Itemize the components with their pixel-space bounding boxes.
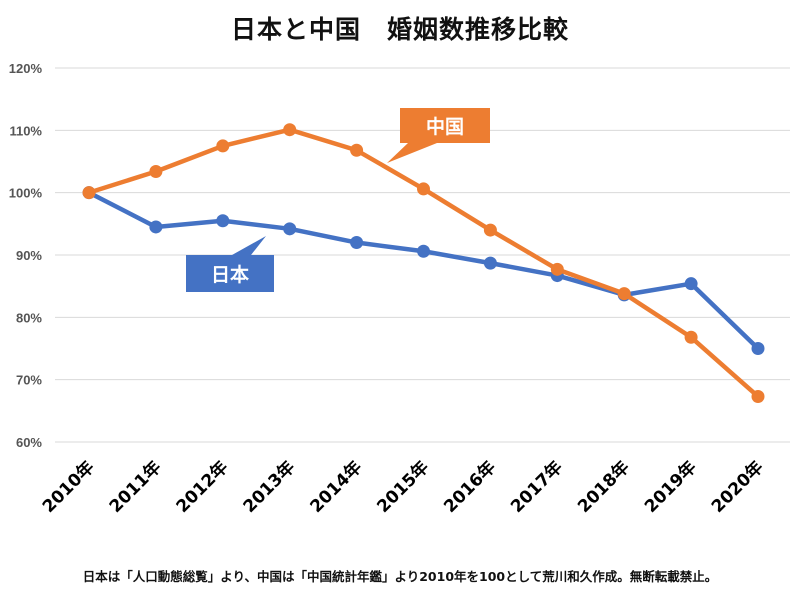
callout-china-label: 中国 (426, 115, 464, 138)
y-tick-label: 60% (16, 435, 42, 450)
x-tick-label: 2013年 (239, 457, 299, 517)
data-point (82, 186, 96, 200)
series-japan (82, 186, 765, 355)
x-tick-label: 2017年 (506, 457, 566, 517)
y-tick-label: 110% (9, 123, 42, 138)
data-point (216, 214, 230, 228)
x-tick-label: 2020年 (707, 457, 767, 517)
y-tick-label: 80% (16, 310, 42, 325)
data-point (216, 139, 230, 153)
data-point (483, 223, 497, 237)
data-point (350, 236, 364, 250)
x-tick-label: 2014年 (306, 457, 366, 517)
x-tick-label: 2016年 (440, 457, 500, 517)
data-point (417, 244, 430, 258)
data-point (684, 277, 698, 291)
y-tick-label: 90% (16, 248, 42, 263)
x-tick-label: 2012年 (172, 457, 232, 517)
x-tick-label: 2019年 (640, 457, 700, 517)
data-point (283, 222, 297, 236)
callout-japan-box (186, 236, 274, 292)
x-tick-label: 2015年 (373, 457, 433, 517)
data-point (283, 123, 297, 137)
data-point (350, 143, 364, 157)
chart-title: 日本と中国 婚姻数推移比較 (230, 15, 569, 44)
x-tick-label: 2011年 (105, 457, 165, 517)
y-tick-label: 120% (9, 61, 43, 76)
callouts: 日本 中国 (186, 108, 490, 292)
y-tick-label: 70% (16, 373, 42, 388)
series-china (82, 123, 765, 403)
callout-japan-label: 日本 (211, 263, 249, 286)
x-axis-ticks: 2010年 2011年 2012年 2013年 2014年 2015年 2016年 2017年… (38, 457, 767, 517)
callout-china: 中国 (387, 108, 490, 163)
data-point (149, 164, 163, 178)
source-footnote: 日本は「人口動態総覧」より、中国は「中国統計年鑑」より2010年を100として荒… (82, 569, 718, 584)
data-point (617, 287, 631, 301)
y-axis-ticks: 60% 70% 80% 90% 100% 110% 120% (9, 61, 43, 450)
data-point (684, 330, 698, 344)
data-point (149, 220, 163, 234)
x-tick-label: 2010年 (38, 457, 98, 517)
data-point (751, 342, 765, 355)
y-tick-label: 100% (9, 186, 43, 201)
callout-china-box (387, 108, 490, 163)
x-tick-label: 2018年 (573, 457, 633, 517)
series-lines (82, 123, 765, 403)
data-point (417, 182, 430, 196)
data-point (550, 262, 564, 276)
data-point (751, 389, 765, 403)
callout-japan: 日本 (186, 236, 274, 292)
data-point (483, 256, 497, 270)
